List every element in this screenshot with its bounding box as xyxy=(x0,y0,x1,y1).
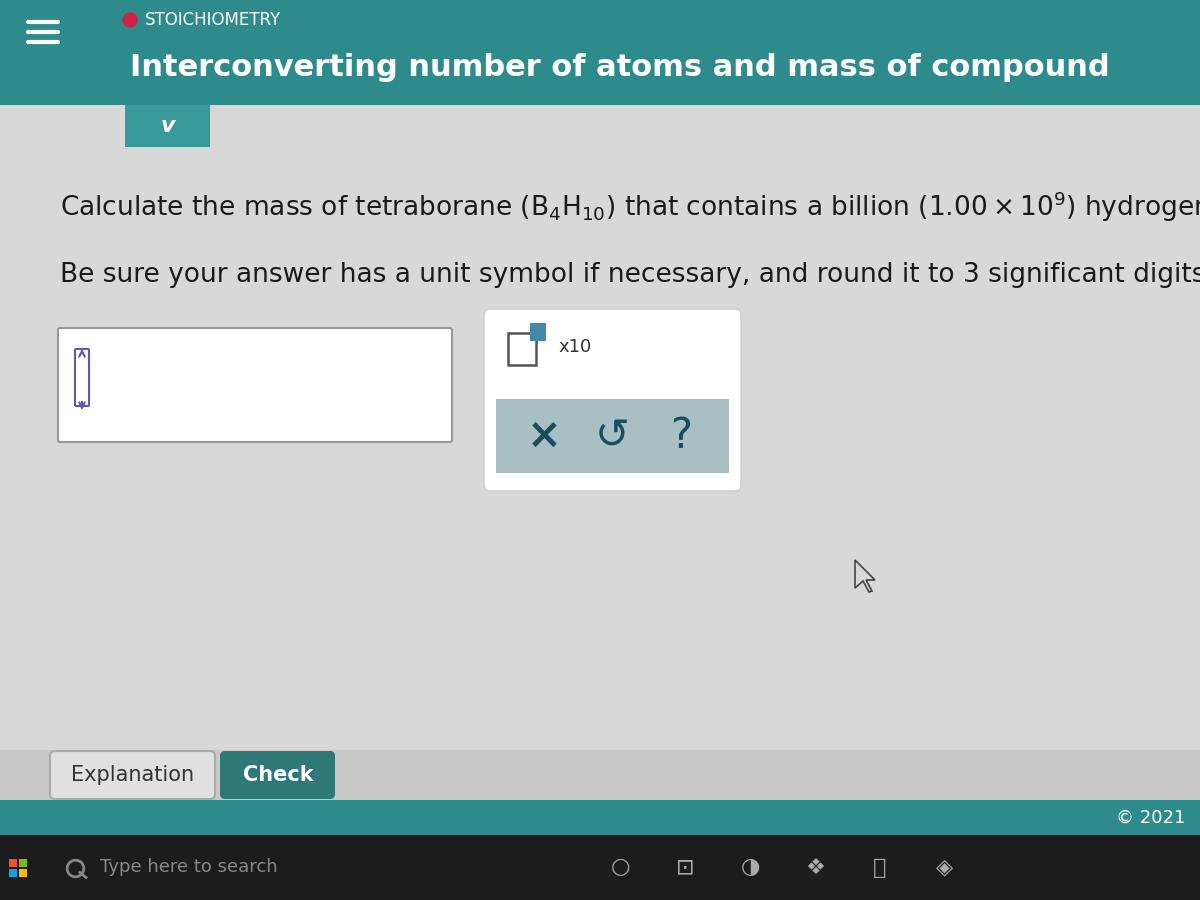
Bar xyxy=(125,105,210,147)
Text: Check: Check xyxy=(242,765,313,785)
Text: Interconverting number of atoms and mass of compound: Interconverting number of atoms and mass… xyxy=(130,53,1110,83)
FancyBboxPatch shape xyxy=(58,328,452,442)
Text: v: v xyxy=(161,116,175,136)
Bar xyxy=(0,105,1200,900)
FancyBboxPatch shape xyxy=(220,751,335,799)
Bar xyxy=(10,859,17,867)
Text: ⊡: ⊡ xyxy=(676,858,695,878)
Bar xyxy=(508,333,536,365)
Bar xyxy=(496,399,730,473)
Text: ❖: ❖ xyxy=(805,858,826,878)
Bar xyxy=(0,750,1200,800)
Text: © 2021: © 2021 xyxy=(1116,808,1186,826)
Text: 🔒: 🔒 xyxy=(874,858,887,878)
Text: STOICHIOMETRY: STOICHIOMETRY xyxy=(145,11,281,29)
Bar xyxy=(19,868,28,877)
Text: Be sure your answer has a unit symbol if necessary, and round it to 3 significan: Be sure your answer has a unit symbol if… xyxy=(60,262,1200,288)
Bar xyxy=(0,800,1200,835)
Text: ○: ○ xyxy=(611,858,630,878)
Text: ◑: ◑ xyxy=(740,858,760,878)
Text: ↺: ↺ xyxy=(595,415,630,457)
Text: ◈: ◈ xyxy=(936,858,954,878)
FancyBboxPatch shape xyxy=(50,751,215,799)
Bar xyxy=(0,835,1200,900)
Text: Type here to search: Type here to search xyxy=(100,859,277,877)
Bar xyxy=(530,323,546,341)
Bar xyxy=(10,868,17,877)
Bar xyxy=(0,0,1200,105)
FancyBboxPatch shape xyxy=(484,309,742,491)
Bar xyxy=(19,859,28,867)
Text: Explanation: Explanation xyxy=(72,765,194,785)
Circle shape xyxy=(124,13,137,27)
Text: ?: ? xyxy=(670,415,692,457)
Text: Calculate the mass of tetraborane $\left(\mathrm{B_4H_{10}}\right)$ that contain: Calculate the mass of tetraborane $\left… xyxy=(60,190,1200,224)
Text: ×: × xyxy=(527,415,562,457)
Text: x10: x10 xyxy=(558,338,592,356)
